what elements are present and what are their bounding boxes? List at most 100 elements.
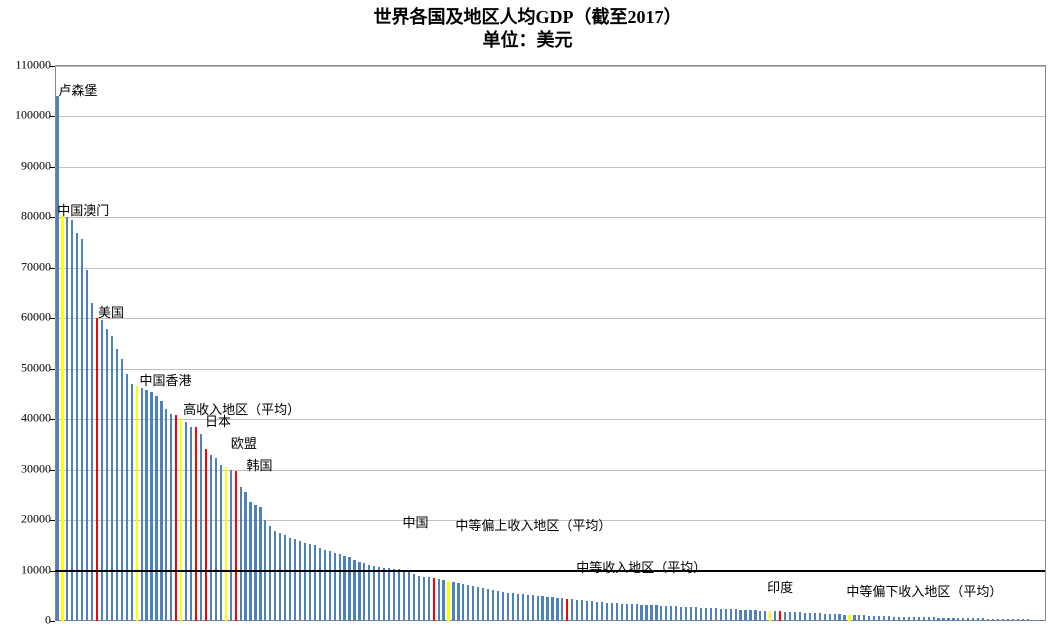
bar xyxy=(66,217,68,621)
bar xyxy=(160,401,162,621)
bar xyxy=(764,611,766,621)
bar xyxy=(601,602,603,621)
bar xyxy=(665,606,667,621)
bar xyxy=(759,611,761,621)
bar xyxy=(403,570,405,621)
bar xyxy=(368,565,370,622)
plot-area: 卢森堡中国澳门美国中国香港高收入地区（平均）日本欧盟韩国中国中等偏上收入地区（平… xyxy=(55,65,1046,621)
bar xyxy=(319,548,321,621)
y-axis-label: 60000 xyxy=(21,310,51,325)
bar xyxy=(933,617,935,621)
bar xyxy=(1002,619,1004,621)
bar xyxy=(388,568,390,621)
y-axis-label: 100000 xyxy=(15,108,51,123)
bar xyxy=(240,487,242,621)
gridline xyxy=(55,369,1045,370)
bar xyxy=(482,588,484,621)
annotation: 中国香港 xyxy=(140,370,192,389)
bar xyxy=(710,608,712,621)
y-tick xyxy=(50,167,55,168)
bar xyxy=(705,608,707,621)
y-axis-label: 0 xyxy=(45,613,51,628)
bar xyxy=(408,572,410,621)
reference-line xyxy=(55,570,1045,572)
bar xyxy=(220,465,222,621)
bar xyxy=(631,604,633,621)
bar xyxy=(517,594,519,621)
bar xyxy=(843,615,845,621)
bar xyxy=(398,569,400,621)
bar xyxy=(155,396,157,621)
y-axis-label: 110000 xyxy=(15,58,51,73)
gridline xyxy=(55,167,1045,168)
bar xyxy=(848,615,850,621)
y-tick xyxy=(50,66,55,67)
bar xyxy=(923,617,925,621)
bar xyxy=(645,605,647,621)
gridline xyxy=(55,268,1045,269)
y-tick xyxy=(50,470,55,471)
bar xyxy=(942,618,944,621)
bar xyxy=(101,320,103,621)
bar xyxy=(700,608,702,621)
bar xyxy=(774,611,776,621)
bar xyxy=(903,617,905,621)
y-tick xyxy=(50,520,55,521)
bar xyxy=(91,303,93,621)
bar xyxy=(428,577,430,621)
bar xyxy=(918,617,920,621)
bar xyxy=(690,607,692,621)
bar xyxy=(423,577,425,621)
bar xyxy=(96,318,98,621)
bar xyxy=(487,589,489,621)
bar xyxy=(259,507,261,621)
bar xyxy=(730,609,732,621)
y-tick xyxy=(50,369,55,370)
bar xyxy=(56,96,58,621)
bar xyxy=(180,418,182,621)
bar xyxy=(126,374,128,621)
bar xyxy=(819,613,821,621)
bar xyxy=(596,602,598,621)
annotation: 韩国 xyxy=(247,455,273,474)
bar xyxy=(502,592,504,621)
bar xyxy=(106,329,108,621)
annotation: 高收入地区（平均） xyxy=(183,399,300,418)
bar xyxy=(814,613,816,621)
bar xyxy=(744,610,746,621)
bar xyxy=(720,609,722,621)
bar xyxy=(378,567,380,621)
bar xyxy=(987,619,989,621)
y-axis-label: 70000 xyxy=(21,259,51,274)
annotation: 中等偏上收入地区（平均） xyxy=(455,515,611,534)
bar xyxy=(329,551,331,621)
bar xyxy=(868,616,870,621)
bar xyxy=(616,603,618,621)
bar xyxy=(175,415,177,621)
bar xyxy=(561,598,563,621)
bar xyxy=(324,550,326,621)
bar xyxy=(809,613,811,621)
bar xyxy=(457,583,459,621)
bar xyxy=(546,597,548,621)
bar xyxy=(165,409,167,621)
bar xyxy=(170,414,172,621)
bar xyxy=(937,618,939,621)
bar xyxy=(739,610,741,621)
bar xyxy=(150,392,152,621)
bar xyxy=(997,619,999,621)
gridline xyxy=(55,419,1045,420)
bar xyxy=(640,605,642,621)
bar xyxy=(363,563,365,621)
y-axis-labels: 0100002000030000400005000060000700008000… xyxy=(0,65,55,620)
bar xyxy=(972,618,974,621)
bar xyxy=(230,470,232,621)
bar xyxy=(838,614,840,621)
bar xyxy=(1017,619,1019,621)
bar xyxy=(898,617,900,621)
bar xyxy=(393,569,395,621)
bar xyxy=(804,613,806,621)
bar xyxy=(715,608,717,621)
bar xyxy=(145,390,147,621)
bar xyxy=(299,541,301,621)
